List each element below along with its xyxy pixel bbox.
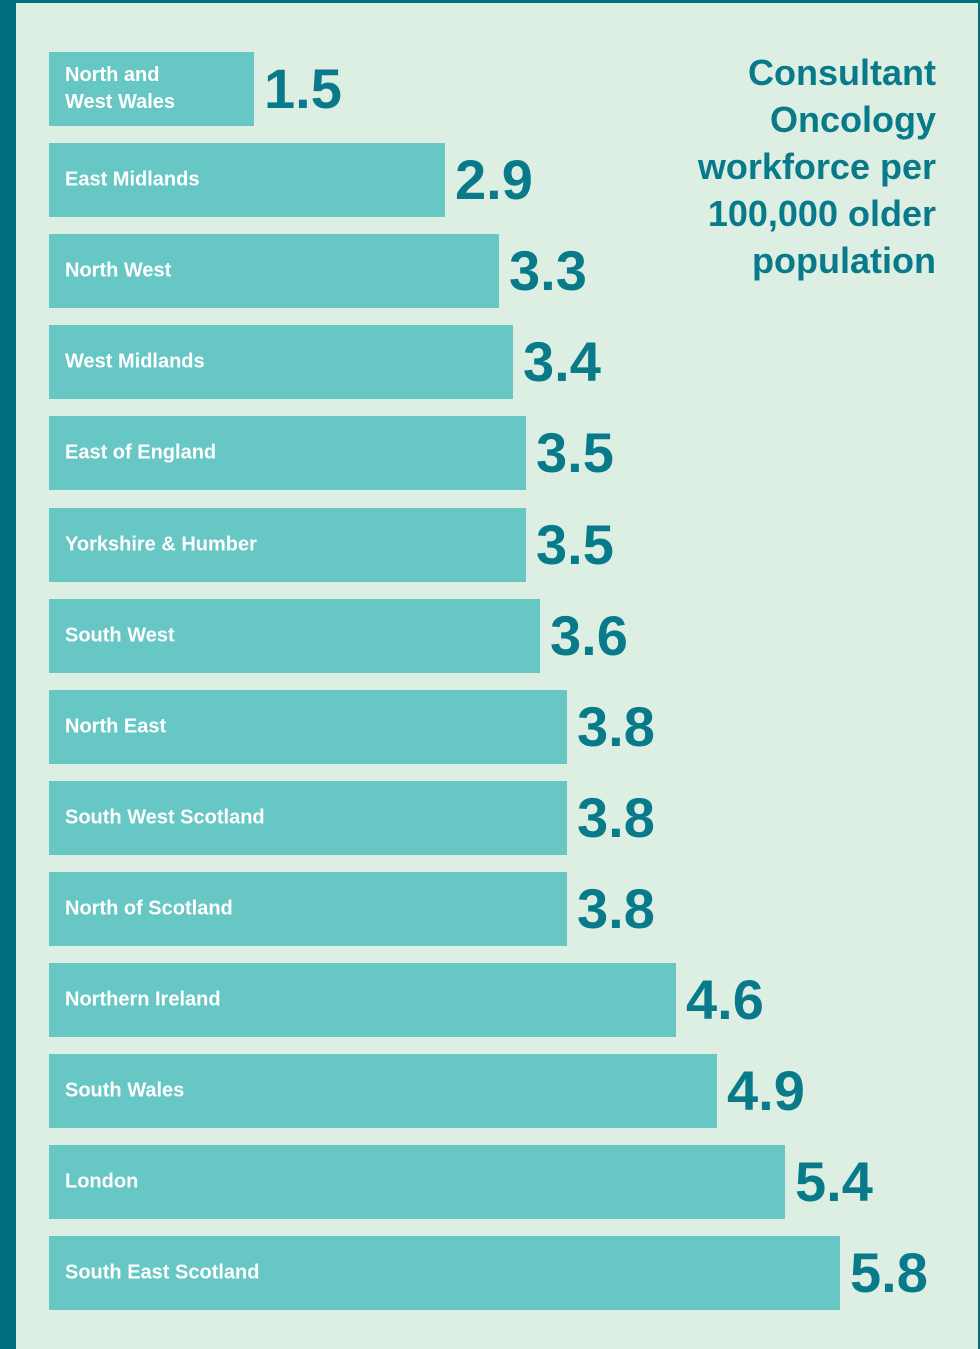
bar-13: South East Scotland xyxy=(49,1236,840,1310)
bar-11: South Wales xyxy=(49,1054,717,1128)
bar-category-label: South East Scotland xyxy=(65,1261,260,1284)
bar-category-label: South West xyxy=(65,624,175,647)
bar-value-label: 3.6 xyxy=(550,604,628,667)
bar-value-label: 3.5 xyxy=(536,421,614,484)
bar-category-label: London xyxy=(65,1170,139,1193)
bar-value-label: 3.8 xyxy=(577,877,655,940)
bar-2: North West xyxy=(49,234,499,308)
bar-value-label: 2.9 xyxy=(455,148,533,211)
bar-category-label: East Midlands xyxy=(65,168,200,191)
bar-value-label: 1.5 xyxy=(264,57,342,120)
bar-category-label: North East xyxy=(65,715,167,738)
bar-9: North of Scotland xyxy=(49,872,567,946)
bar-category-label: North of Scotland xyxy=(65,897,233,920)
bar-category-label: East of England xyxy=(65,441,217,464)
bar-category-label: Northern Ireland xyxy=(65,988,221,1011)
bar-category-label: North and West Wales xyxy=(65,64,176,113)
bar-value-label: 4.9 xyxy=(727,1059,805,1122)
bar-value-label: 3.8 xyxy=(577,786,655,849)
bar-value-label: 5.4 xyxy=(795,1150,873,1213)
bar-value-label: 3.5 xyxy=(536,513,614,576)
bar-value-label: 4.6 xyxy=(686,968,764,1031)
bar-category-label: South West Scotland xyxy=(65,806,265,829)
bar-8: South West Scotland xyxy=(49,781,567,855)
bar-value-label: 3.3 xyxy=(509,239,587,302)
bar-7: North East xyxy=(49,690,567,764)
bar-value-label: 3.4 xyxy=(523,330,601,393)
bar-category-label: North West xyxy=(65,259,172,282)
bar-value-label: 5.8 xyxy=(850,1241,928,1304)
bar-5: Yorkshire & Humber xyxy=(49,508,526,582)
bar-category-label: Yorkshire & Humber xyxy=(65,533,257,556)
bar-chart: North and West Wales 1.5 East Midlands 2.9 N… xyxy=(16,3,978,1349)
bar-10: Northern Ireland xyxy=(49,963,676,1037)
bar-category-label: West Midlands xyxy=(65,350,205,373)
bar-value-label: 3.8 xyxy=(577,695,655,758)
bar-6: South West xyxy=(49,599,540,673)
bar-4: East of England xyxy=(49,416,526,490)
bar-12: London xyxy=(49,1145,785,1219)
bar-3: West Midlands xyxy=(49,325,513,399)
chart-title: Consultant Oncology workforce per 100,00… xyxy=(697,52,936,281)
bar-1: East Midlands xyxy=(49,143,445,217)
bar-0: North and West Wales xyxy=(49,52,254,126)
bar-category-label: South Wales xyxy=(65,1079,185,1102)
